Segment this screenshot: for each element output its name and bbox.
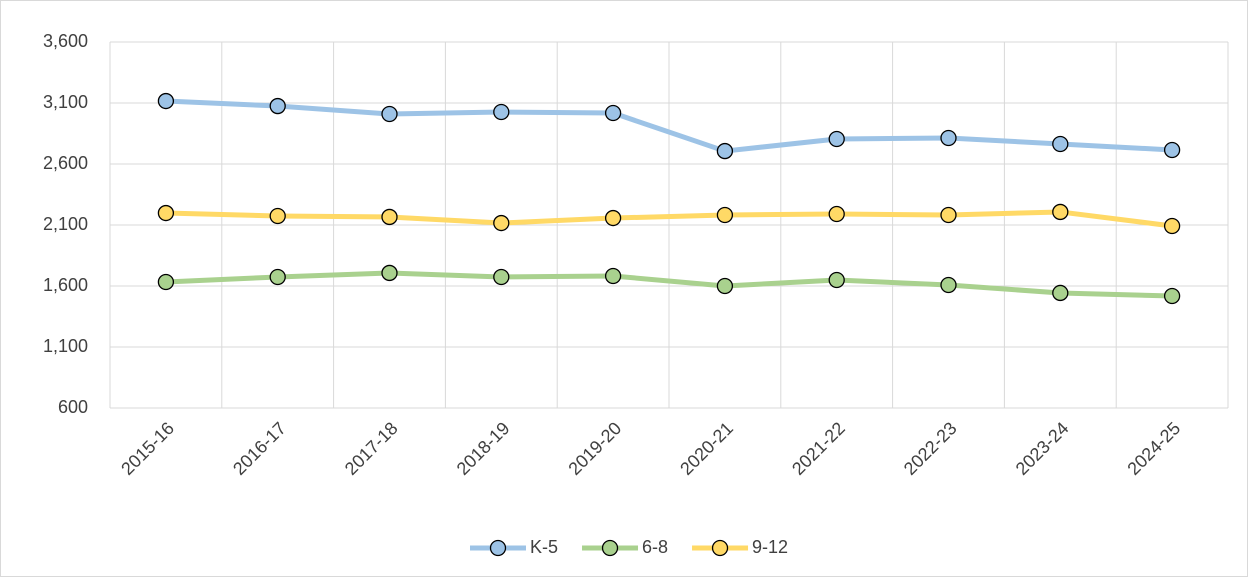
point-marker: [1163, 141, 1181, 159]
point-marker: [940, 276, 957, 294]
point-marker: [381, 105, 398, 123]
point-marker: [828, 130, 845, 148]
point-marker: [381, 264, 398, 282]
legend-marker: [489, 539, 507, 557]
series-line: [163, 270, 1175, 299]
legend-label: 9-12: [752, 537, 788, 557]
y-tick-label: 2,100: [43, 214, 88, 234]
series-line: [163, 98, 1175, 154]
point-marker: [604, 267, 622, 285]
point-marker: [1163, 287, 1181, 305]
point-marker: [940, 206, 957, 224]
y-tick-label: 3,600: [43, 31, 88, 51]
point-marker: [1163, 217, 1181, 235]
y-tick-label: 3,100: [43, 92, 88, 112]
point-marker: [828, 205, 845, 223]
point-marker: [157, 92, 175, 110]
point-marker: [157, 204, 175, 222]
point-marker: [493, 214, 510, 232]
point-marker: [1052, 203, 1069, 221]
point-marker: [493, 103, 510, 121]
point-marker: [1052, 135, 1069, 153]
legend-label: K-5: [530, 537, 558, 557]
y-tick-label: 2,600: [43, 153, 88, 173]
point-marker: [828, 271, 845, 289]
point-marker: [269, 268, 286, 286]
y-tick-label: 600: [58, 397, 88, 417]
legend-marker: [601, 539, 619, 557]
point-marker: [716, 277, 734, 295]
point-marker: [493, 268, 510, 286]
y-tick-label: 1,600: [43, 275, 88, 295]
point-marker: [157, 273, 175, 291]
series-line: [163, 209, 1175, 229]
point-marker: [1052, 284, 1069, 302]
point-marker: [381, 208, 398, 226]
point-marker: [269, 97, 286, 115]
point-marker: [716, 206, 734, 224]
point-marker: [716, 142, 734, 160]
legend-marker: [711, 539, 729, 557]
point-marker: [604, 209, 622, 227]
point-marker: [269, 207, 286, 225]
point-marker: [940, 129, 957, 147]
point-marker: [604, 104, 622, 122]
legend-label: 6-8: [642, 537, 668, 557]
y-tick-label: 1,100: [43, 336, 88, 356]
